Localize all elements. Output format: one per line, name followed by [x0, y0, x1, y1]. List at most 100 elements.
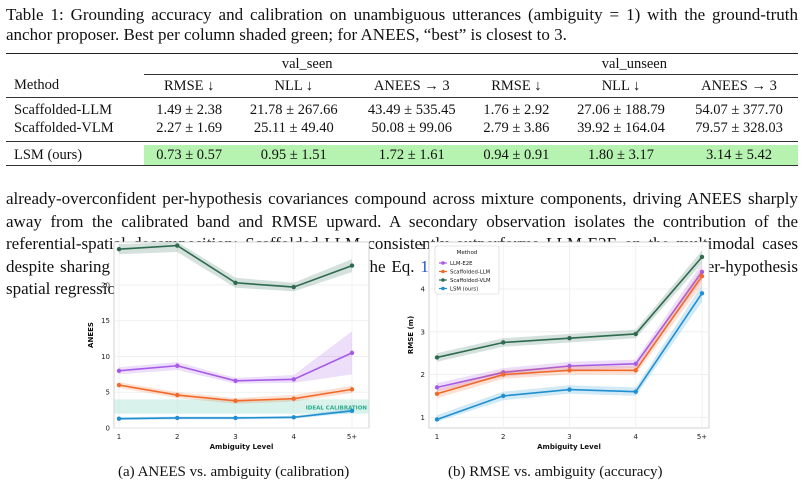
- x-tick-label: 2: [175, 433, 179, 441]
- series-group: [114, 242, 369, 421]
- data-point: [233, 280, 238, 285]
- legend-box: [434, 245, 500, 295]
- col-header: NLL ↓: [234, 74, 353, 98]
- y-tick-label: 1: [421, 414, 425, 422]
- y-axis-label: RMSE (m): [407, 316, 415, 354]
- results-table: val_seen val_unseen Method RMSE ↓ NLL ↓ …: [6, 53, 798, 166]
- method-spacer: [6, 54, 144, 75]
- col-header: NLL ↓: [561, 74, 680, 98]
- table-cell: 2.79 ± 3.86: [470, 119, 562, 142]
- y-tick-label: 4: [421, 286, 426, 294]
- legend-entry: Scaffolded-VLM: [450, 278, 491, 284]
- y-tick-label: 5: [421, 243, 425, 251]
- table-cell-best: 0.94 ± 0.91: [470, 145, 562, 166]
- table-cell: 1.76 ± 2.92: [483, 101, 550, 118]
- confidence-band: [437, 284, 702, 422]
- col-header: ANEES → 3: [679, 74, 798, 98]
- table-cell: 50.08 ± 99.06: [352, 119, 471, 142]
- data-point: [175, 392, 180, 398]
- data-point: [699, 291, 705, 296]
- x-tick-label: 1: [435, 433, 439, 441]
- y-tick-label: 3: [421, 328, 425, 336]
- x-tick-label: 4: [292, 433, 297, 441]
- table-cell: 21.78 ± 267.66: [249, 101, 338, 118]
- table-cell: 27.06 ± 188.79: [577, 101, 665, 118]
- y-tick-label: 0: [106, 425, 110, 433]
- x-tick-label: 4: [634, 433, 639, 441]
- data-point: [633, 389, 638, 394]
- table-cell-best: 0.95 ± 1.51: [234, 145, 353, 166]
- data-point: [633, 361, 638, 367]
- table-caption: Table 1: Grounding accuracy and calibrat…: [6, 5, 798, 44]
- data-point: [501, 340, 506, 345]
- x-tick-label: 2: [501, 433, 505, 441]
- data-point: [175, 363, 180, 368]
- data-point: [291, 284, 296, 290]
- data-point: [567, 363, 572, 369]
- data-point: [699, 254, 705, 260]
- subcaption-a: (a) ANEES vs. ambiguity (calibration): [118, 464, 350, 480]
- subcaption-b: (b) RMSE vs. ambiguity (accuracy): [448, 464, 663, 480]
- table-cell: 39.92 ± 164.04: [561, 119, 680, 142]
- data-point: [699, 269, 705, 275]
- col-header: RMSE ↓: [470, 74, 562, 98]
- data-point: [699, 274, 705, 279]
- y-axis-label: ANEES: [87, 322, 95, 348]
- table-row: Scaffolded-VLM 2.27 ± 1.69 25.11 ± 49.40…: [6, 119, 798, 142]
- data-point: [501, 393, 506, 399]
- table-row-best: LSM (ours) 0.73 ± 0.57 0.95 ± 1.51 1.72 …: [6, 145, 798, 166]
- x-axis-label: Ambiguity Level: [537, 443, 601, 451]
- group-val-seen: val_seen: [143, 53, 471, 75]
- table-cell: 79.57 ± 328.03: [679, 119, 798, 142]
- rmse-chart: 1 2 3 4 5+ 1 2 3 4 5 Ambiguity Level RMSE (m) Method…: [407, 241, 710, 451]
- anees-chart: 1 2 3 4 5+ 0 5 10 15 20 Ambiguity Level ANEES IDEAL …: [87, 241, 370, 451]
- data-point: [291, 377, 296, 382]
- data-point: [175, 415, 180, 421]
- data-point: [233, 398, 238, 404]
- data-point: [349, 408, 355, 414]
- data-point: [567, 387, 572, 392]
- y-tick-label: 20: [101, 281, 110, 289]
- data-point: [434, 417, 440, 422]
- method-name: LSM (ours): [6, 145, 144, 166]
- legend-title: Method: [457, 250, 478, 256]
- legend-swatch-marker: [441, 286, 445, 291]
- data-point: [116, 368, 122, 373]
- data-point: [567, 368, 572, 373]
- data-point: [116, 382, 122, 388]
- data-point: [291, 396, 296, 401]
- confidence-band: [437, 263, 702, 392]
- equation-ref-link[interactable]: 1: [420, 256, 429, 276]
- data-point: [233, 415, 238, 421]
- group-val-unseen: val_unseen: [470, 53, 798, 75]
- method-header: Method: [6, 74, 144, 98]
- table-cell-best: 1.72 ± 1.61: [352, 145, 471, 166]
- x-axis-label: Ambiguity Level: [210, 443, 274, 451]
- data-point: [633, 368, 638, 373]
- table-cell: 54.07 ± 377.70: [695, 101, 783, 118]
- x-tick-label: 1: [117, 433, 121, 441]
- table-cell: 43.49 ± 535.45: [367, 101, 456, 118]
- x-tick-label: 3: [567, 433, 571, 441]
- method-name: Scaffolded-LLM: [14, 101, 112, 118]
- data-point: [116, 246, 122, 252]
- data-point: [434, 355, 440, 360]
- data-point: [349, 350, 355, 356]
- series-group: [434, 250, 705, 422]
- data-point: [633, 331, 638, 337]
- data-point: [175, 243, 180, 248]
- table-cell-best: 0.73 ± 0.57: [143, 145, 235, 166]
- table-cell: 25.11 ± 49.40: [234, 119, 353, 142]
- table-cell-best: 3.14 ± 5.42: [679, 145, 798, 166]
- x-tick-label: 3: [233, 433, 237, 441]
- table-row: Scaffolded-LLM 1.49 ± 2.38 21.78 ± 267.6…: [6, 98, 798, 120]
- data-point: [291, 415, 296, 420]
- data-point: [349, 387, 355, 392]
- table-cell: 2.27 ± 1.69: [143, 119, 235, 142]
- y-tick-label: 2: [421, 371, 425, 379]
- table-cell-best: 1.80 ± 3.17: [561, 145, 680, 166]
- plot-area: [113, 241, 370, 429]
- data-point: [501, 372, 506, 377]
- data-point: [233, 378, 238, 383]
- table-cell: 1.49 ± 2.38: [156, 101, 223, 118]
